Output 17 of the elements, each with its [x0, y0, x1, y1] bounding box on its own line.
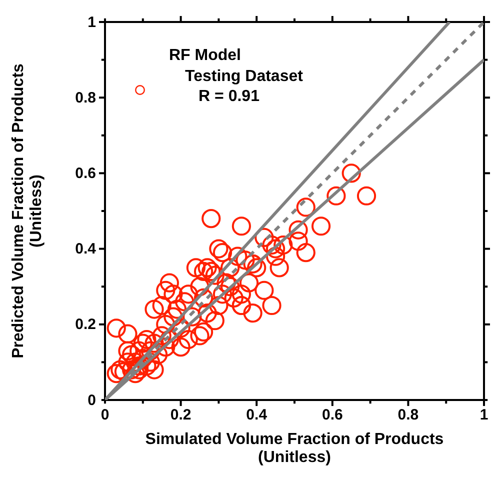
x-axis-title: Simulated Volume Fraction of Products (Unitless) [145, 431, 444, 466]
legend-title: RF Model [169, 47, 241, 64]
y-axis-title: Predicted Volume Fraction of Products (Unitless) [10, 63, 45, 358]
y-tick-label: 0.8 [75, 89, 96, 106]
text: Testing Dataset [185, 68, 304, 85]
annotation: R = 0.91 [198, 88, 260, 105]
x-tick-label: 1 [480, 406, 488, 424]
y-tick-label: 0.6 [75, 165, 96, 182]
x-tick-label: 0.6 [322, 406, 343, 424]
y-tick-label: 0 [88, 392, 96, 409]
x-tick-label: 0.4 [246, 406, 268, 424]
y-tick-label: 0.2 [75, 316, 96, 334]
y-tick-label: 1 [88, 14, 96, 31]
y-tick-label: 0.4 [75, 240, 97, 258]
x-tick-label: 0.8 [398, 406, 419, 424]
x-tick-label: 0.2 [170, 406, 192, 424]
x-tick-label: 0 [100, 406, 110, 424]
